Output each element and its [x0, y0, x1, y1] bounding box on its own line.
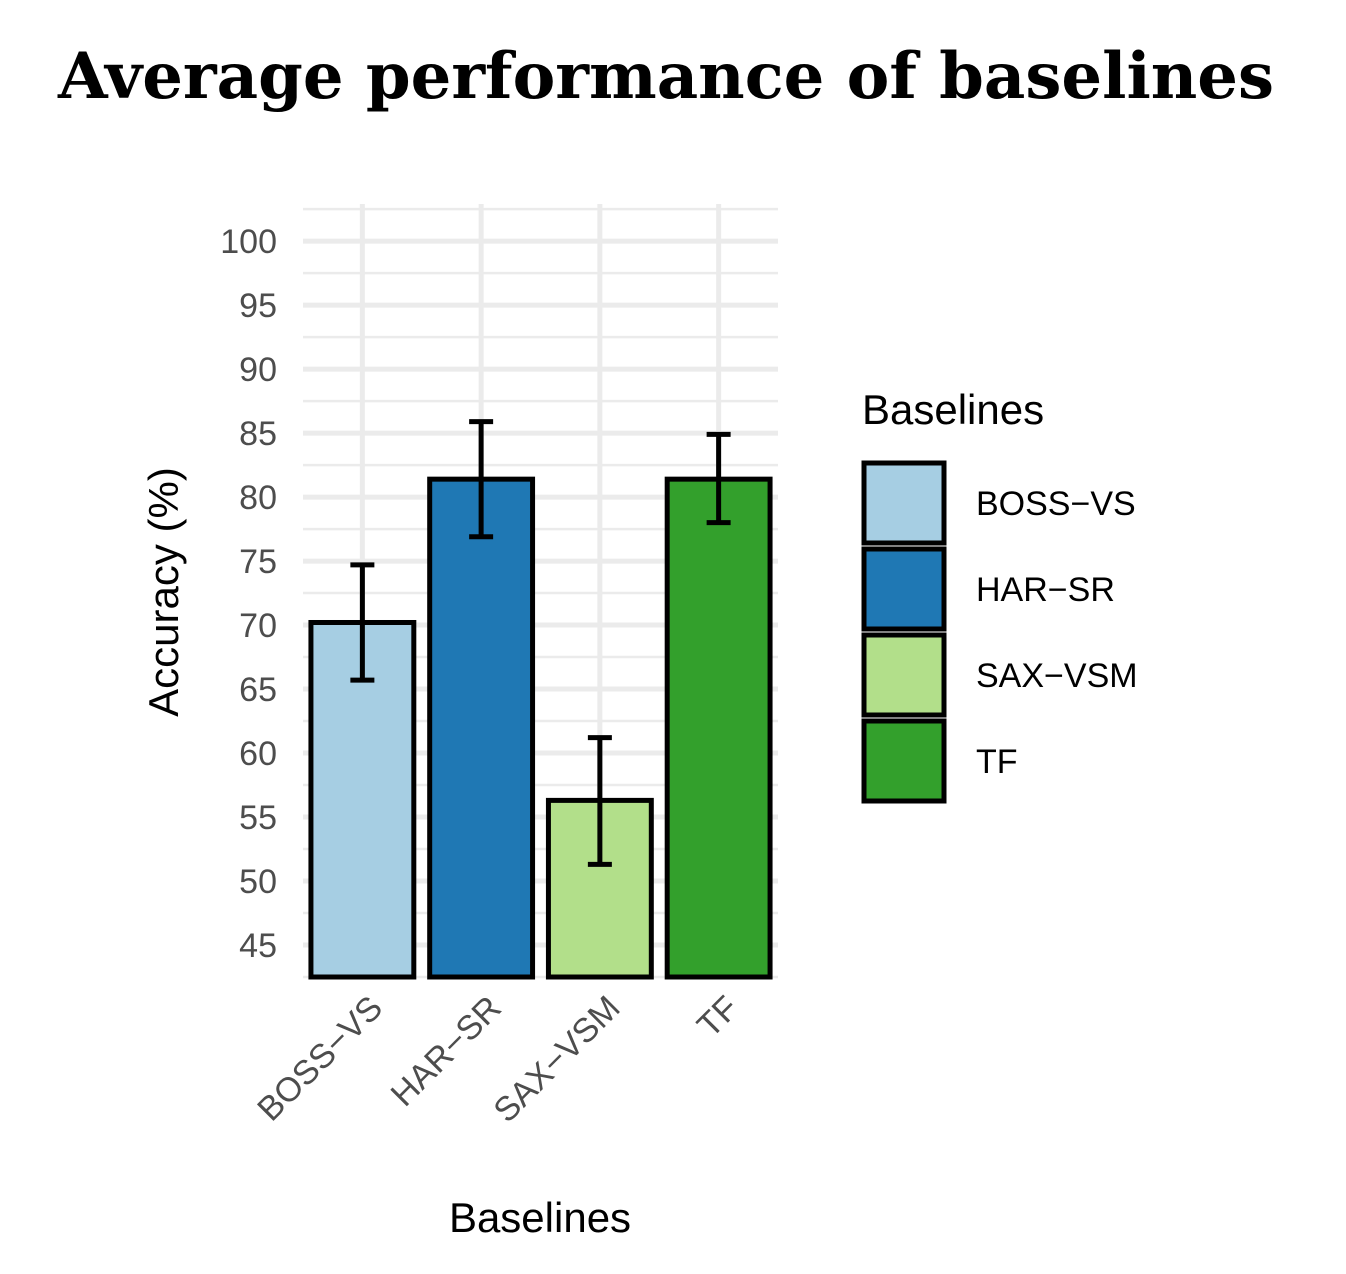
- y-tick-label: 100: [220, 223, 277, 261]
- bars: [308, 476, 773, 980]
- y-tick-label: 65: [239, 671, 277, 709]
- error-bars: [350, 419, 731, 867]
- bar: [427, 476, 536, 980]
- y-tick-label: 50: [239, 863, 277, 901]
- y-tick-label: 75: [239, 543, 277, 581]
- legend-label: SAX−VSM: [976, 657, 1138, 695]
- legend-swatch: [861, 718, 947, 804]
- y-tick-label: 80: [239, 479, 277, 517]
- y-tick-label: 55: [239, 799, 277, 837]
- y-axis-title: Accuracy (%): [140, 467, 187, 717]
- error-bar: [350, 562, 375, 683]
- chart-title: Average performance of baselines: [57, 39, 1274, 114]
- legend-swatch: [861, 546, 947, 632]
- legend-swatch: [861, 632, 947, 718]
- error-bar: [706, 431, 731, 526]
- x-tick-label: HAR−SR: [384, 989, 509, 1114]
- error-bar: [469, 419, 494, 540]
- legend-label: HAR−SR: [976, 571, 1115, 609]
- legend-label: TF: [976, 743, 1018, 781]
- legend-label: BOSS−VS: [976, 485, 1136, 523]
- y-tick-label: 70: [239, 607, 277, 645]
- x-tick-label: BOSS−VS: [250, 989, 390, 1129]
- x-tick-label: TF: [690, 989, 746, 1045]
- legend: BOSS−VS HAR−SR SAX−VSM TF: [861, 460, 1138, 804]
- y-tick-label: 60: [239, 735, 277, 773]
- y-axis-ticks: 45 50 55 60 65 70 75 80 85 90 95 100: [220, 223, 277, 965]
- y-tick-label: 95: [239, 287, 277, 325]
- y-tick-label: 85: [239, 415, 277, 453]
- bar: [664, 476, 773, 980]
- legend-title: Baselines: [862, 386, 1044, 433]
- y-tick-label: 45: [239, 927, 277, 965]
- error-bar: [587, 735, 612, 867]
- legend-swatch: [861, 460, 947, 546]
- x-axis-title: Baselines: [449, 1194, 631, 1241]
- x-tick-label: SAX−VSM: [486, 989, 627, 1130]
- y-tick-label: 90: [239, 351, 277, 389]
